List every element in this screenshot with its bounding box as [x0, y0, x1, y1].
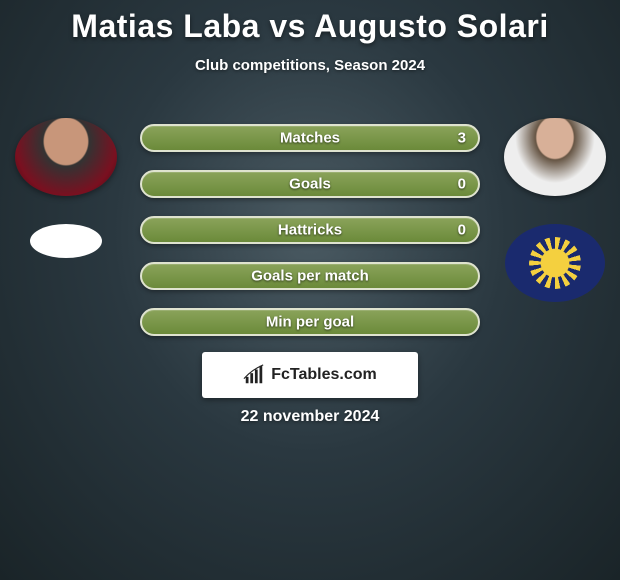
player-left-club-badge: [30, 224, 102, 258]
brand-logo: FcTables.com: [202, 352, 418, 398]
stat-bar-min-per-goal: Min per goal: [140, 308, 480, 336]
right-player-column: [497, 118, 612, 302]
bar-chart-icon: [243, 364, 265, 386]
brand-text: FcTables.com: [271, 366, 377, 384]
stat-label: Goals: [289, 176, 331, 193]
stat-label: Goals per match: [251, 268, 369, 285]
stat-value-right: 0: [458, 176, 466, 193]
stat-label: Min per goal: [266, 314, 354, 331]
subtitle: Club competitions, Season 2024: [0, 57, 620, 74]
stat-label: Matches: [280, 130, 340, 147]
stat-bar-hattricks: Hattricks 0: [140, 216, 480, 244]
stat-bar-goals-per-match: Goals per match: [140, 262, 480, 290]
stat-bars: Matches 3 Goals 0 Hattricks 0 Goals per …: [140, 124, 480, 354]
player-right-club-badge: [505, 224, 605, 302]
player-right-avatar: [504, 118, 606, 196]
date-label: 22 november 2024: [0, 408, 620, 426]
stat-bar-matches: Matches 3: [140, 124, 480, 152]
left-player-column: [8, 118, 123, 258]
stat-bar-goals: Goals 0: [140, 170, 480, 198]
stat-label: Hattricks: [278, 222, 342, 239]
page-title: Matias Laba vs Augusto Solari: [0, 0, 620, 45]
stat-value-right: 3: [458, 130, 466, 147]
player-left-avatar: [15, 118, 117, 196]
stat-value-right: 0: [458, 222, 466, 239]
